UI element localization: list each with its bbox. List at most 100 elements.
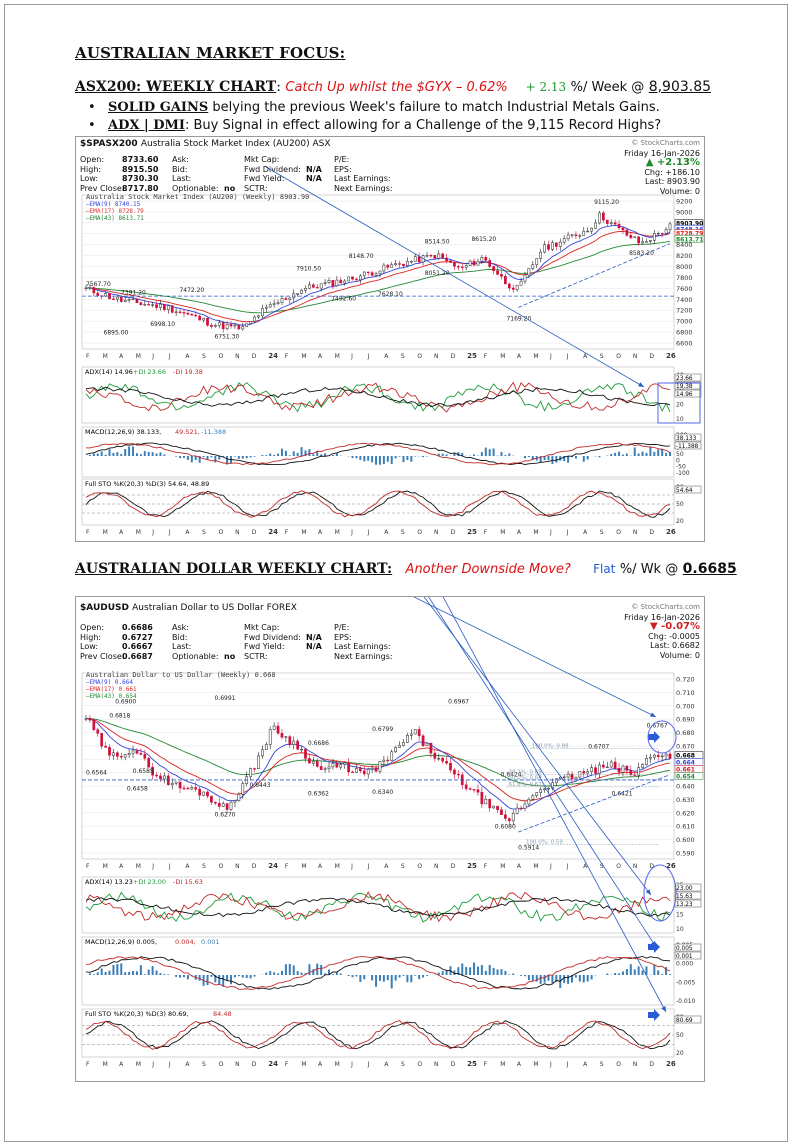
candle-body: [268, 304, 272, 308]
value-box-label: 54.64: [676, 488, 693, 494]
candle-body: [417, 729, 421, 737]
candle-body: [523, 274, 527, 282]
candle-body: [127, 752, 131, 755]
macd-histogram-bar: [135, 453, 138, 456]
candle-body: [198, 788, 202, 796]
value-box: [674, 373, 702, 382]
quote-cell: EPS:: [334, 632, 352, 642]
macd-histogram-bar: [618, 973, 621, 975]
candle-body: [84, 287, 88, 290]
candle-body: [511, 813, 515, 822]
candle-body: [315, 761, 319, 767]
y-tick-label: 20: [676, 401, 684, 408]
month-label: O: [219, 353, 224, 360]
candle-body: [645, 241, 648, 243]
month-label: N: [633, 1061, 638, 1068]
candle-body: [566, 773, 570, 778]
ema-43-line: [85, 240, 671, 314]
month-label: N: [633, 863, 638, 870]
month-label: F: [86, 529, 90, 536]
candle-body: [343, 280, 347, 284]
candle-body: [174, 781, 178, 784]
y-tick-label: 0.610: [676, 823, 695, 831]
candle-body: [664, 229, 668, 234]
candle-body: [402, 263, 405, 267]
month-label: M: [500, 529, 505, 536]
candle-body: [527, 268, 531, 276]
quote-cell: SCTR:: [244, 183, 268, 193]
value-box: [674, 951, 702, 960]
candle-body: [582, 230, 586, 236]
macd-histogram-bar: [241, 975, 244, 978]
ema-17-line: [85, 230, 671, 323]
y-tick-label: 9200: [676, 198, 693, 206]
quote-date: Friday 16-Jan-2026: [624, 612, 700, 622]
candle-body: [123, 754, 127, 758]
stochastic-panel-title: 84.48: [213, 1010, 232, 1018]
macd-histogram-bar: [563, 975, 566, 984]
y-tick-label: 0.640: [676, 783, 695, 791]
macd-histogram-bar: [461, 963, 464, 975]
candle-body: [119, 296, 123, 302]
candle-body: [151, 304, 154, 306]
macd-histogram-bar: [206, 975, 209, 986]
month-label: 26: [666, 352, 676, 360]
candle-body: [406, 261, 409, 267]
macd-histogram-bar: [398, 456, 401, 457]
quote-cell: Fwd Dividend:: [244, 164, 301, 174]
candle-body: [186, 787, 190, 790]
macd-histogram-bar: [308, 449, 311, 456]
macd-histogram-bar: [151, 966, 154, 975]
candle-body: [507, 283, 511, 289]
candle-body: [641, 241, 644, 244]
candle-body: [543, 788, 546, 791]
price-label: 0.6080: [495, 824, 516, 831]
stochastic-panel-title: Full STO %K(20,3) %D(3) 54.64, 48.89: [85, 480, 209, 488]
price-label: 0.6707: [588, 744, 609, 751]
month-label: O: [219, 1061, 224, 1068]
macd-histogram-bar: [480, 965, 483, 975]
y-tick-label: 15: [676, 911, 684, 918]
macd-histogram-bar: [139, 454, 142, 456]
candle-body: [359, 275, 362, 281]
candle-body: [370, 767, 374, 770]
macd-histogram-bar: [265, 972, 268, 975]
macd-histogram-bar: [277, 973, 280, 975]
month-label: 24: [268, 1060, 278, 1068]
month-label: M: [335, 1061, 340, 1068]
y-tick-label: 9000: [676, 208, 693, 216]
price-label: 0.6340: [372, 789, 393, 796]
adx-panel-line: [85, 891, 671, 923]
month-label: M: [500, 353, 505, 360]
candle-body: [198, 315, 202, 321]
macd-histogram-bar: [273, 972, 276, 975]
macd-histogram-bar: [406, 975, 409, 983]
candle-body: [163, 775, 166, 780]
macd-histogram-bar: [320, 964, 323, 975]
macd-histogram-bar: [371, 975, 374, 981]
candle-body: [249, 768, 252, 777]
value-box-label: 38.133: [676, 436, 697, 442]
macd-histogram-bar: [508, 453, 511, 456]
month-label: O: [417, 863, 422, 870]
month-label: F: [86, 1061, 90, 1068]
candle-body: [527, 798, 531, 805]
macd-histogram-bar: [222, 456, 225, 457]
month-label: S: [202, 529, 206, 536]
month-label: A: [185, 353, 190, 360]
value-box: [674, 389, 702, 398]
macd-histogram-bar: [574, 975, 577, 978]
macd-histogram-bar: [425, 975, 428, 976]
month-label: J: [350, 529, 353, 536]
price-label: 6998.10: [150, 321, 175, 328]
month-label: M: [103, 1061, 108, 1068]
month-label: N: [434, 863, 439, 870]
macd-histogram-bar: [265, 455, 268, 456]
candle-body: [308, 758, 311, 764]
bullet-text: belying the previous Week's failure to m…: [208, 100, 660, 115]
candle-body: [374, 273, 378, 276]
value-box: [674, 891, 702, 900]
candle-body: [613, 222, 617, 225]
macd-histogram-bar: [504, 970, 507, 975]
candle-body: [131, 750, 135, 754]
